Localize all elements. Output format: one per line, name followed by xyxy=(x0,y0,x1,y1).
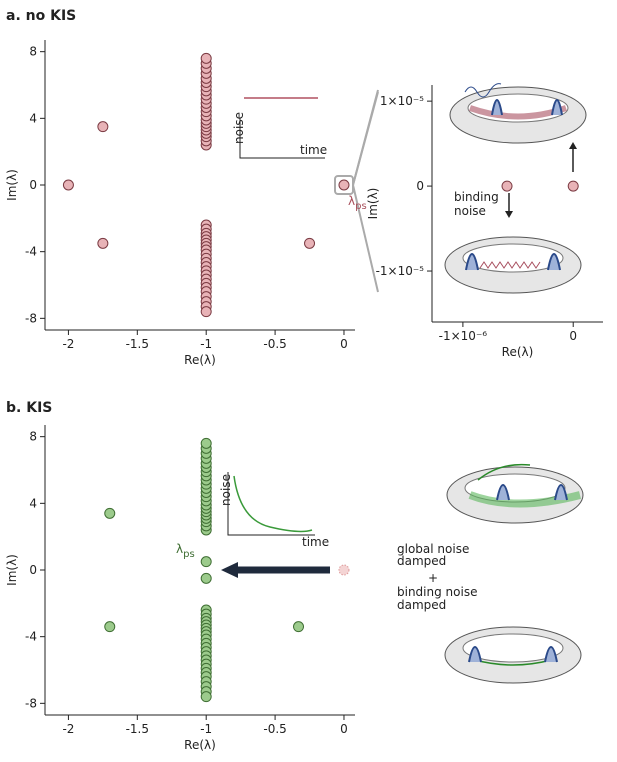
side-text: + xyxy=(428,571,438,585)
y-tick-label: -8 xyxy=(25,311,37,325)
arrow-head xyxy=(505,211,513,218)
annotation-sub: ps xyxy=(183,549,195,560)
x-tick-label: -1.5 xyxy=(126,337,149,351)
annotation-sub: ps xyxy=(355,201,367,212)
panel-title: b. KIS xyxy=(6,400,52,416)
point xyxy=(502,181,512,191)
y-tick-label: -8 xyxy=(25,696,37,710)
x-axis-label: Re(λ) xyxy=(502,345,534,359)
x-tick-label: -0.5 xyxy=(263,722,286,736)
side-text: binding noise xyxy=(397,585,477,599)
inset-y-label: noise xyxy=(219,474,233,506)
y-tick-label: 8 xyxy=(29,430,37,444)
y-axis-label: Im(λ) xyxy=(5,169,19,201)
torus xyxy=(445,627,581,683)
arrow-head xyxy=(569,142,577,149)
point xyxy=(201,573,211,583)
inset-x-label: time xyxy=(300,143,327,157)
figure: -2 -1.5 -1 -0.5 0 -8 -4 0 4 8 Re(λ) Im(λ) a. no KIS n… xyxy=(0,0,617,762)
y-tick-label: 0 xyxy=(29,178,37,192)
point xyxy=(105,622,115,632)
x-axis-label: Re(λ) xyxy=(184,738,216,752)
x-tick-label: -1 xyxy=(200,337,212,351)
inset-x-label: time xyxy=(302,535,329,549)
x-tick-label: -1 xyxy=(200,722,212,736)
y-axis-label: Im(λ) xyxy=(366,188,380,220)
side-text: damped xyxy=(397,554,446,568)
annotation: λps xyxy=(348,194,367,212)
x-tick-label: 0 xyxy=(340,722,348,736)
point xyxy=(201,692,211,702)
inset-axes xyxy=(228,98,325,535)
x-tick-label: -2 xyxy=(62,722,74,736)
point xyxy=(63,180,73,190)
torus xyxy=(447,465,583,523)
y-tick-label: 0 xyxy=(416,179,424,193)
x-tick-label: -1.5 xyxy=(126,722,149,736)
point xyxy=(98,238,108,248)
x-tick-label: 0 xyxy=(340,337,348,351)
point xyxy=(98,122,108,132)
y-tick-label: 4 xyxy=(29,496,37,510)
y-tick-label: 4 xyxy=(29,111,37,125)
annotation-symbol: λ xyxy=(176,542,183,556)
y-tick-label: -4 xyxy=(25,630,37,644)
y-tick-label: -4 xyxy=(25,245,37,259)
inset-y-label: noise xyxy=(232,112,246,144)
point xyxy=(339,565,349,575)
zoom-line xyxy=(353,92,378,185)
point xyxy=(305,238,315,248)
torus xyxy=(450,84,586,143)
annotation: λps xyxy=(176,542,195,560)
point xyxy=(568,181,578,191)
x-tick-label: -2 xyxy=(62,337,74,351)
point xyxy=(201,438,211,448)
annotation-symbol: λ xyxy=(348,194,355,208)
point xyxy=(201,53,211,63)
panel-title: a. no KIS xyxy=(6,8,76,24)
y-tick-label: -1×10⁻⁵ xyxy=(376,264,425,278)
arrow-head xyxy=(221,562,238,578)
torus xyxy=(445,237,581,293)
point xyxy=(294,622,304,632)
y-tick-label: 8 xyxy=(29,45,37,59)
x-tick-label: -0.5 xyxy=(263,337,286,351)
point xyxy=(201,307,211,317)
point xyxy=(339,180,349,190)
x-tick-label: -1×10⁻⁶ xyxy=(439,329,488,343)
y-tick-label: 0 xyxy=(29,563,37,577)
point xyxy=(105,508,115,518)
y-axis-label: Im(λ) xyxy=(5,554,19,586)
side-text: damped xyxy=(397,598,446,612)
x-axis-label: Re(λ) xyxy=(184,353,216,367)
x-tick-label: 0 xyxy=(569,329,577,343)
annotation: noise xyxy=(454,204,486,218)
point xyxy=(201,557,211,567)
annotation: binding xyxy=(454,190,499,204)
y-tick-label: 1×10⁻⁵ xyxy=(380,94,424,108)
